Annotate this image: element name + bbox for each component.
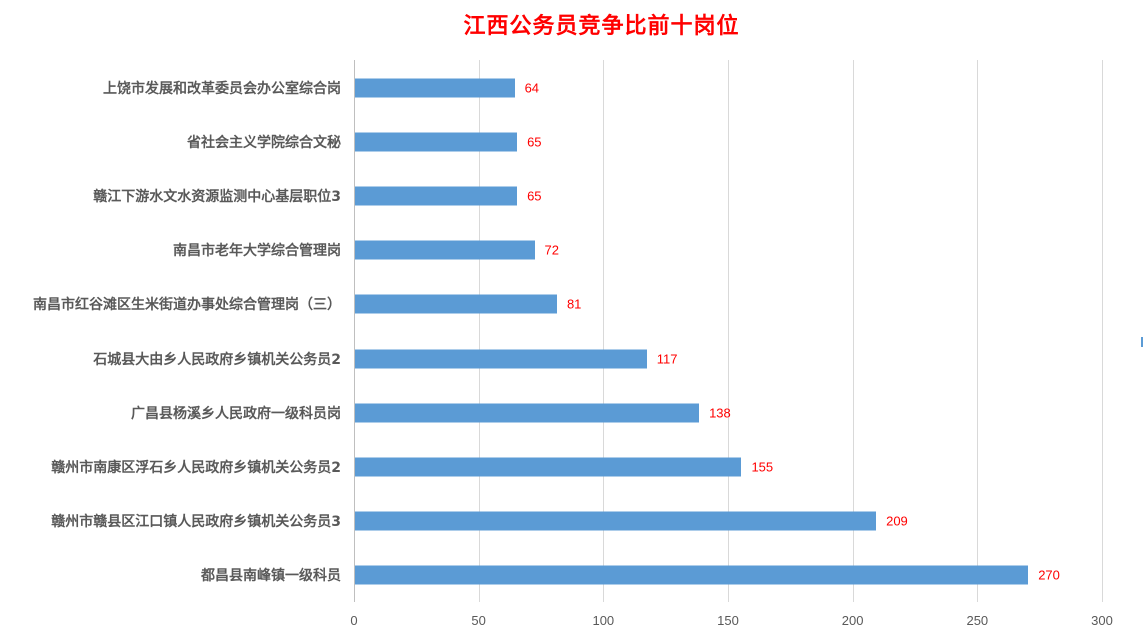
category-label: 南昌市红谷滩区生米街道办事处综合管理岗（三） [33,297,341,314]
data-label: 155 [751,459,774,475]
data-label: 65 [527,134,542,150]
category-label: 赣州市南康区浮石乡人民政府乡镇机关公务员2 [51,459,341,476]
bar[interactable] [355,186,518,206]
x-tick-label: 100 [592,613,615,628]
category-label: 都昌县南峰镇一级科员 [201,567,341,584]
bar[interactable] [355,78,515,98]
data-label: 72 [544,242,559,258]
edge-marker [1141,337,1143,347]
category-label: 上饶市发展和改革委员会办公室综合岗 [103,81,341,97]
bar[interactable] [355,349,647,368]
data-label: 209 [886,513,908,529]
gridline [1102,60,1103,602]
chart-title: 江西公务员竞争比前十岗位 [463,14,740,39]
gridline [603,60,605,602]
category-label: 赣江下游水文水资源监测中心基层职位3 [93,189,341,206]
data-label: 65 [527,188,542,204]
gridline [728,60,729,602]
bar[interactable] [355,457,742,477]
x-tick-label: 250 [966,613,989,628]
bar[interactable] [355,511,877,531]
bar[interactable] [355,240,535,260]
gridline [852,60,854,602]
data-label: 117 [656,351,678,366]
gridline [478,60,480,602]
category-label: 南昌市老年大学综合管理岗 [173,243,341,260]
gridline [977,60,979,602]
data-label: 64 [524,80,540,96]
bar[interactable] [355,565,1029,585]
bar[interactable] [355,132,518,152]
x-tick-label: 150 [717,613,739,628]
category-label: 省社会主义学院综合文秘 [187,135,341,152]
category-label: 石城县大由乡人民政府乡镇机关公务员2 [93,351,341,368]
x-tick-label: 200 [841,613,864,628]
bar[interactable] [355,294,557,314]
category-label: 广昌县杨溪乡人民政府一级科员岗 [131,405,341,422]
data-label: 138 [709,405,731,421]
x-tick-label: 0 [350,613,358,628]
x-tick-label: 50 [471,613,486,628]
data-label: 81 [566,296,582,312]
bar[interactable] [355,403,700,423]
category-label: 赣州市赣县区江口镇人民政府乡镇机关公务员3 [51,513,341,530]
x-tick-label: 300 [1091,613,1113,628]
data-label: 270 [1038,567,1060,583]
y-axis-line [354,60,355,602]
